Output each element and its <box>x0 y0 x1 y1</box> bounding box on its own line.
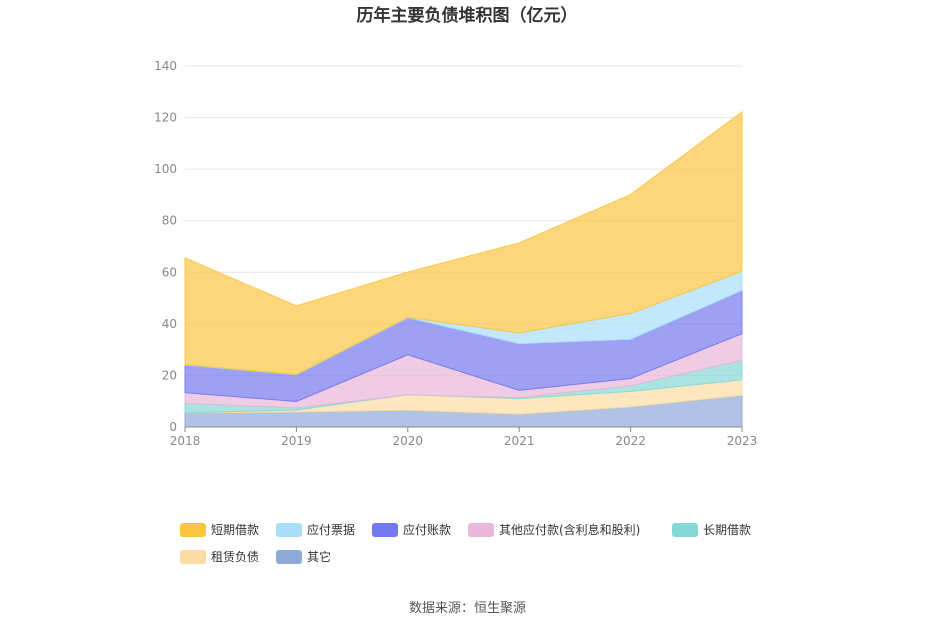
y-tick-label: 100 <box>154 162 177 176</box>
chart-title: 历年主要负债堆积图（亿元） <box>357 5 578 26</box>
legend-label: 应付票据 <box>307 522 355 537</box>
legend-swatch <box>672 523 698 537</box>
x-axis: 2018 2019 2020 2021 2022 2023 <box>170 426 758 448</box>
legend-swatch <box>468 523 494 537</box>
legend-label: 应付账款 <box>403 522 451 537</box>
x-tick-label: 2020 <box>393 434 424 448</box>
x-tick-label: 2021 <box>504 434 535 448</box>
x-tick-label: 2019 <box>281 434 312 448</box>
y-tick-label: 0 <box>169 420 177 434</box>
y-tick-label: 140 <box>154 59 177 73</box>
legend-swatch <box>180 523 206 537</box>
legend-label: 长期借款 <box>703 523 751 537</box>
x-tick-label: 2018 <box>170 434 201 448</box>
legend-swatch <box>276 523 302 537</box>
y-tick-label: 80 <box>162 214 177 228</box>
legend-swatch <box>276 550 302 564</box>
y-tick-label: 20 <box>162 368 177 382</box>
y-axis: 0 20 40 60 80 100 120 140 <box>154 59 177 434</box>
x-tick-label: 2022 <box>615 434 646 448</box>
legend-label: 其它 <box>307 549 331 564</box>
data-source: 数据来源：恒生聚源 <box>408 601 526 616</box>
legend-swatch <box>180 550 206 564</box>
y-tick-label: 60 <box>162 265 177 279</box>
legend-swatch <box>372 523 398 537</box>
legend-label: 租赁负债 <box>211 550 259 564</box>
legend-label: 其他应付款(含利息和股利) <box>499 522 640 537</box>
area-series <box>184 110 743 428</box>
y-tick-label: 120 <box>154 111 177 125</box>
area-6 <box>184 110 743 375</box>
x-tick-label: 2023 <box>727 434 758 448</box>
legend-label: 短期借款 <box>211 523 259 537</box>
y-tick-label: 40 <box>162 317 177 331</box>
